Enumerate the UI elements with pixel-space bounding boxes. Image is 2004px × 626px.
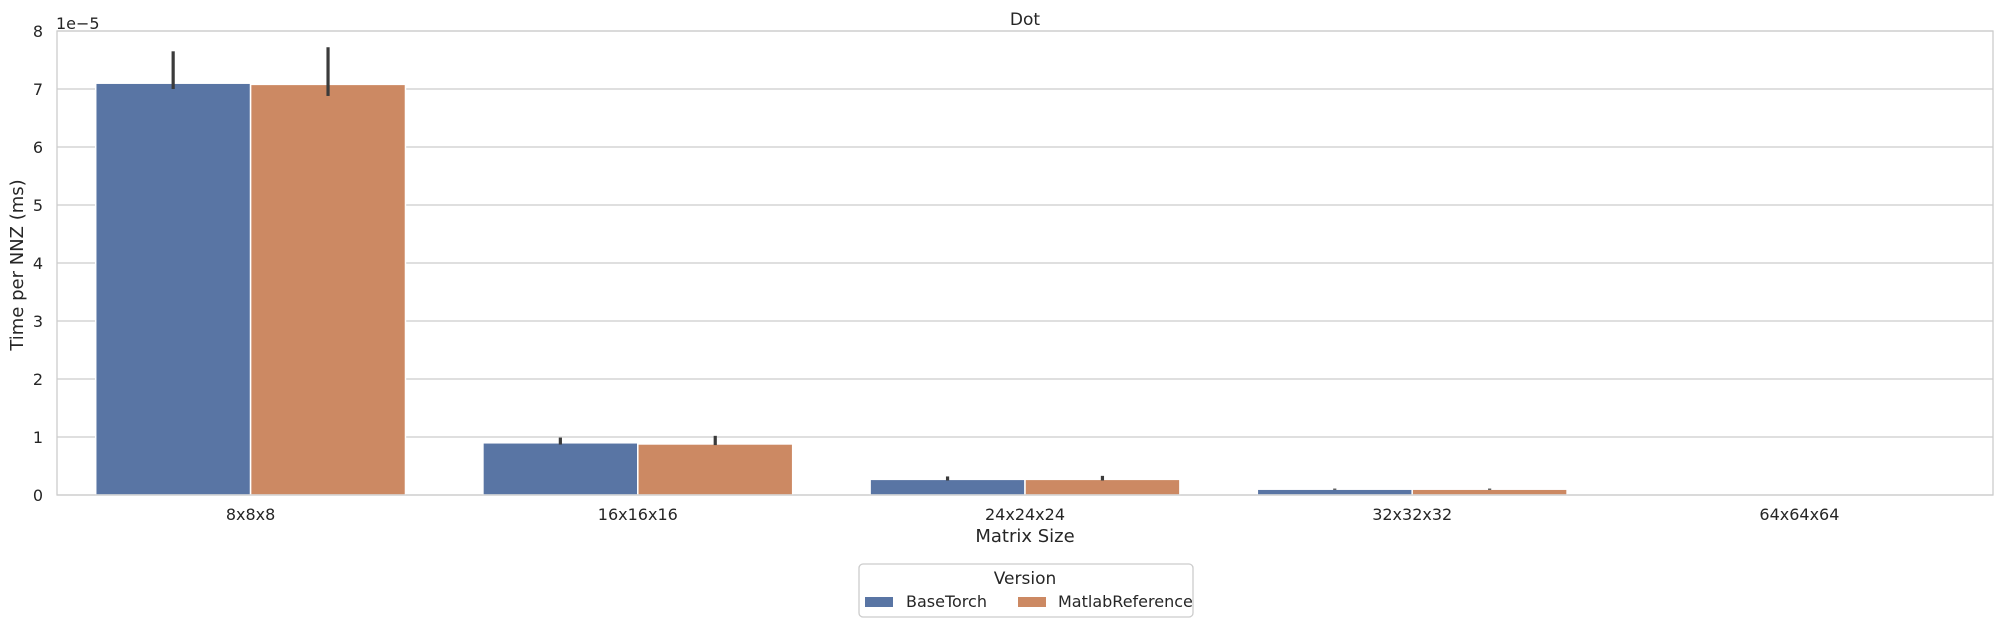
bar-matlabreference-24x24x24: [1024, 478, 1181, 496]
bar-basetorch-16x16x16: [482, 442, 639, 496]
x-axis-label: Matrix Size: [975, 526, 1074, 547]
legend-label-basetorch: BaseTorch: [906, 592, 987, 611]
bar-basetorch-32x32x32: [1256, 488, 1413, 496]
bar-matlabreference-8x8x8: [249, 83, 407, 496]
y-tick-label: 4: [33, 254, 43, 273]
x-tick-label: 32x32x32: [1372, 505, 1452, 524]
x-tick-label: 24x24x24: [985, 505, 1065, 524]
legend-frame: [858, 563, 1194, 618]
y-tick-label: 6: [33, 138, 43, 157]
x-tick-labels: 8x8x8 16x16x16 24x24x24 32x32x32 64x64x64: [226, 505, 1840, 524]
x-tick-label: 64x64x64: [1759, 505, 1839, 524]
y-tick-label: 1: [33, 428, 43, 447]
y-tick-label: 7: [33, 80, 43, 99]
plot-area-frame: [56, 30, 1994, 496]
bar-matlabreference-16x16x16: [637, 443, 794, 496]
y-tick-labels: 0 1 2 3 4 5 6 7 8: [33, 22, 43, 505]
bar-basetorch-24x24x24: [869, 478, 1026, 496]
legend-swatch-matlabreference: [1018, 597, 1046, 607]
y-tick-label: 5: [33, 196, 43, 215]
error-bars: [171, 47, 1492, 490]
y-tick-label: 8: [33, 22, 43, 41]
legend: Version BaseTorch MatlabReference: [858, 563, 1194, 618]
y-tick-label: 0: [33, 486, 43, 505]
y-axis-offset-label: 1e−5: [56, 14, 100, 33]
chart-title: Dot: [1010, 10, 1040, 30]
x-tick-label: 16x16x16: [598, 505, 678, 524]
bar-basetorch-8x8x8: [94, 82, 252, 496]
x-tick-label: 8x8x8: [226, 505, 275, 524]
y-tick-label: 2: [33, 370, 43, 389]
y-axis-label: Time per NNZ (ms): [7, 179, 28, 351]
y-tick-label: 3: [33, 312, 43, 331]
legend-swatch-basetorch: [865, 597, 893, 607]
legend-label-matlabreference: MatlabReference: [1058, 592, 1193, 611]
bars: [94, 82, 1568, 496]
bar-matlabreference-32x32x32: [1411, 488, 1568, 496]
legend-title: Version: [994, 569, 1057, 589]
